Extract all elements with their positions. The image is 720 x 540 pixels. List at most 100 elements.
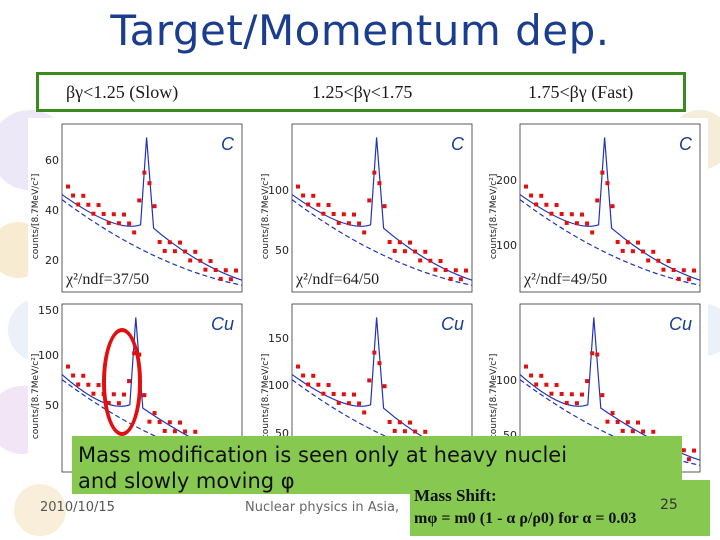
- data-point: [524, 184, 528, 189]
- data-point: [564, 400, 569, 405]
- data-point: [590, 230, 595, 235]
- y-tick-label: 100: [268, 184, 289, 197]
- y-tick-label: 50: [45, 399, 59, 412]
- data-point: [193, 249, 198, 254]
- data-point: [539, 193, 544, 198]
- plot-frame: [61, 123, 243, 293]
- data-point: [316, 202, 321, 207]
- data-point: [428, 258, 433, 263]
- data-point: [377, 361, 382, 366]
- data-point: [534, 202, 539, 207]
- data-point: [590, 351, 595, 356]
- data-point: [397, 240, 402, 245]
- data-point: [76, 382, 81, 387]
- data-point: [544, 202, 549, 207]
- data-point: [433, 267, 438, 272]
- data-point: [625, 420, 630, 425]
- data-point: [91, 391, 96, 396]
- mass-shift-box: [410, 480, 710, 536]
- data-point: [549, 211, 554, 216]
- y-tick-label: 20: [45, 254, 59, 267]
- data-point: [162, 248, 167, 253]
- data-point: [111, 212, 116, 217]
- data-point: [397, 420, 402, 425]
- data-point: [418, 258, 423, 263]
- data-point: [681, 268, 686, 273]
- data-point: [458, 277, 463, 282]
- y-axis-label: counts/[8.7MeV/c²]: [31, 174, 41, 260]
- bin-label-fast: 1.75<βγ (Fast): [528, 82, 634, 102]
- data-point: [554, 203, 559, 208]
- data-point: [580, 392, 584, 397]
- data-point: [656, 258, 661, 263]
- data-point: [636, 240, 640, 245]
- data-point: [172, 429, 177, 434]
- target-label: C: [679, 134, 693, 154]
- data-point: [646, 258, 651, 263]
- data-point: [524, 364, 528, 369]
- data-point: [122, 212, 126, 217]
- y-tick-label: 50: [275, 244, 289, 257]
- data-point: [172, 249, 177, 254]
- data-point: [574, 221, 579, 226]
- y-tick-label: 40: [45, 204, 59, 217]
- chi2-label: χ²/ndf=49/50: [523, 271, 607, 288]
- data-point: [641, 429, 646, 434]
- data-point: [81, 193, 86, 198]
- data-point: [76, 202, 81, 207]
- data-point: [671, 267, 676, 272]
- plot-frame: [519, 123, 701, 293]
- data-point: [686, 277, 691, 282]
- data-point: [357, 221, 362, 226]
- callout-line-1: Mass modification is seen only at heavy …: [78, 443, 568, 467]
- data-point: [142, 170, 147, 175]
- target-label: C: [451, 134, 465, 154]
- data-point: [162, 428, 167, 433]
- data-point: [402, 429, 407, 434]
- data-point: [554, 383, 559, 388]
- data-point: [382, 384, 387, 389]
- callout-text: Mass modification is seen only at heavy …: [78, 442, 678, 494]
- data-point: [167, 240, 172, 245]
- data-point: [106, 220, 111, 225]
- y-axis-label: counts/[8.7MeV/c²]: [31, 354, 41, 440]
- data-point: [620, 428, 625, 433]
- data-point: [605, 419, 610, 424]
- data-point: [413, 249, 418, 254]
- data-point: [666, 259, 671, 264]
- y-tick-label: 60: [45, 154, 59, 167]
- spectrum-plot: counts/[8.7MeV/c²] 60 40 20 Cχ²/ndf=37/50: [31, 123, 243, 293]
- y-tick-label: 100: [268, 379, 289, 392]
- target-label: Cu: [441, 314, 464, 334]
- data-point: [692, 268, 696, 273]
- data-point: [615, 239, 620, 244]
- target-label: Cu: [211, 314, 234, 334]
- data-point: [564, 220, 569, 225]
- data-point: [559, 391, 564, 396]
- data-point: [610, 411, 615, 416]
- data-point: [326, 383, 331, 388]
- chi2-label: χ²/ndf=37/50: [65, 271, 149, 288]
- data-point: [234, 268, 238, 273]
- data-point: [311, 373, 316, 378]
- data-point: [346, 221, 351, 226]
- data-point: [198, 258, 203, 263]
- y-axis-label: counts/[8.7MeV/c²]: [489, 174, 499, 260]
- data-point: [408, 240, 412, 245]
- data-point: [651, 249, 656, 254]
- footer-conference: Nuclear physics in Asia,: [245, 500, 400, 515]
- data-point: [228, 277, 233, 282]
- data-point: [142, 393, 147, 398]
- data-point: [544, 382, 549, 387]
- data-point: [408, 420, 412, 425]
- data-point: [443, 267, 448, 272]
- data-point: [218, 276, 223, 281]
- data-point: [352, 212, 356, 217]
- data-point: [387, 419, 392, 424]
- slide-title: Target/Momentum dep.: [110, 6, 610, 55]
- data-point: [331, 211, 336, 216]
- data-point: [372, 350, 377, 355]
- data-point: [600, 393, 605, 398]
- data-point: [157, 419, 162, 424]
